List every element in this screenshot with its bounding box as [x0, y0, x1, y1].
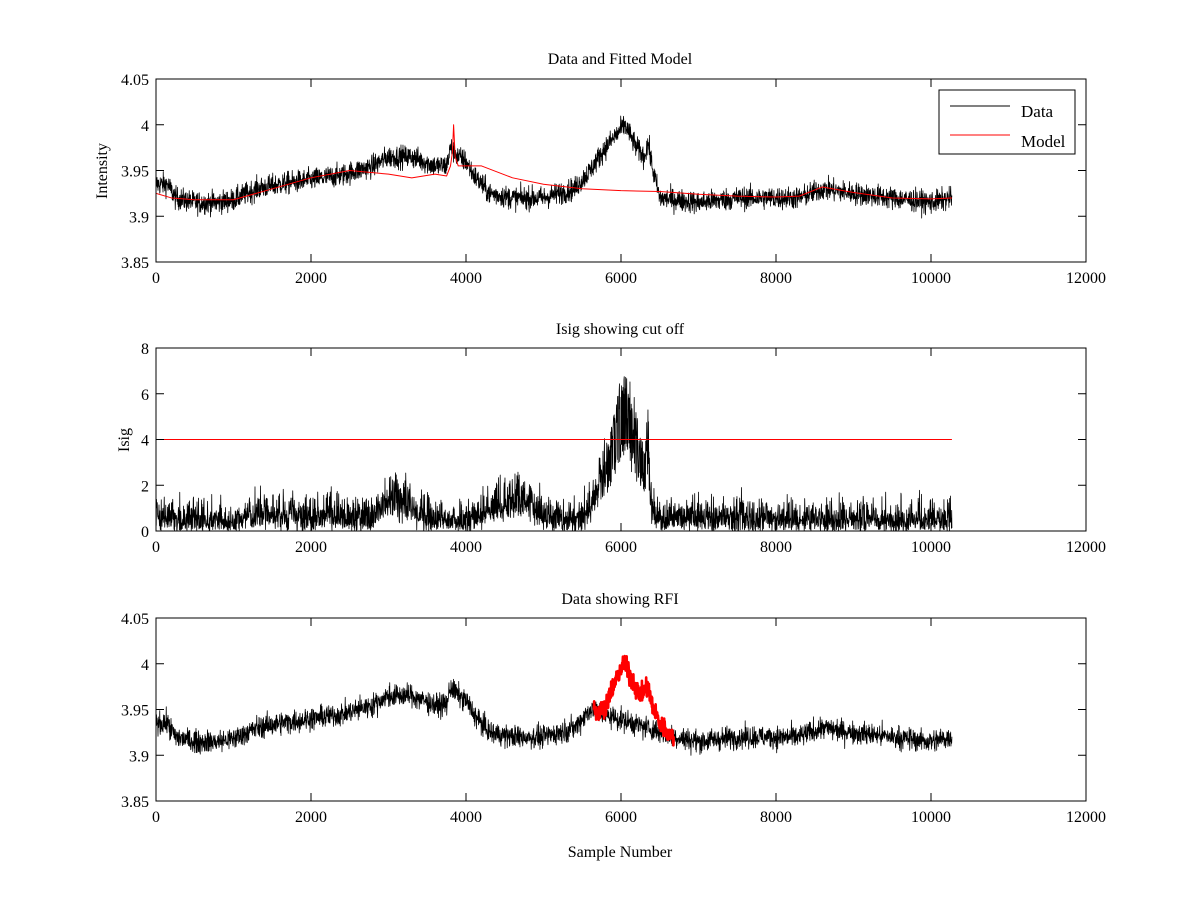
axis-ticks: 0 2000 4000 6000 8000 10000 12000 3.85 3.9 3.95 4 4…: [121, 72, 1106, 287]
x-tick-label: 10000: [911, 809, 951, 826]
x-tick-label: 10000: [911, 539, 951, 556]
y-tick-label: 4: [141, 657, 149, 674]
chart-title: Isig showing cut off: [556, 321, 685, 338]
x-tick-label: 6000: [605, 539, 637, 556]
chart-title: Data and Fitted Model: [548, 51, 693, 68]
y-tick-label: 2: [141, 478, 149, 495]
plot-area: [156, 654, 953, 756]
series-line-data: [156, 115, 953, 219]
y-tick-label: 3.95: [121, 164, 149, 181]
y-tick-label: 6: [141, 387, 149, 404]
x-tick-label: 4000: [450, 539, 482, 556]
x-tick-label: 8000: [760, 539, 792, 556]
series-line-model: [156, 124, 952, 201]
x-tick-label: 2000: [295, 270, 327, 287]
x-tick-label: 2000: [295, 809, 327, 826]
panel-isig-showing-cut-off: Isig showing cut off Isig 0 2000 4000 6000 8…: [116, 321, 1106, 556]
y-tick-label: 0: [141, 524, 149, 541]
x-tick-label: 0: [152, 539, 160, 556]
y-tick-label: 3.95: [121, 703, 149, 720]
x-tick-label: 12000: [1066, 270, 1106, 287]
y-tick-label: 4.05: [121, 611, 149, 628]
x-tick-label: 0: [152, 809, 160, 826]
x-tick-label: 4000: [450, 809, 482, 826]
x-tick-label: 12000: [1066, 539, 1106, 556]
legend-box: [938, 89, 1076, 155]
panel-data-showing-rfi: Data showing RFI Sample Number 0 2000 4000…: [121, 591, 1106, 861]
x-axis-label: Sample Number: [568, 844, 673, 861]
legend-label-data: Data: [1021, 102, 1054, 121]
x-tick-label: 0: [152, 270, 160, 287]
x-tick-label: 4000: [450, 270, 482, 287]
series-line-data: [156, 678, 953, 756]
plot-area: [156, 115, 953, 219]
x-tick-label: 10000: [911, 270, 951, 287]
axis-ticks: 0 2000 4000 6000 8000 10000 12000 0 2 4 6 8: [141, 341, 1106, 556]
y-axis-label: Intensity: [94, 143, 111, 199]
axis-ticks: 0 2000 4000 6000 8000 10000 12000 3.85 3.9 3.95 4 4…: [121, 611, 1106, 826]
legend-label-model: Model: [1021, 132, 1066, 151]
y-tick-label: 4: [141, 433, 149, 450]
series-line-rfi: [592, 654, 675, 747]
panel-data-and-fitted-model: Data and Fitted Model Intensity 0 2000 400…: [94, 51, 1106, 287]
x-tick-label: 6000: [605, 809, 637, 826]
x-tick-label: 8000: [760, 270, 792, 287]
y-tick-label: 8: [141, 341, 149, 358]
y-tick-label: 3.85: [121, 255, 149, 272]
y-axis-label: Isig: [116, 428, 133, 452]
chart-title: Data showing RFI: [561, 591, 678, 608]
legend: Data Model: [938, 89, 1076, 155]
y-tick-label: 3.9: [129, 748, 149, 765]
y-tick-label: 3.85: [121, 794, 149, 811]
y-tick-label: 3.9: [129, 209, 149, 226]
x-tick-label: 8000: [760, 809, 792, 826]
x-tick-label: 12000: [1066, 809, 1106, 826]
x-tick-label: 6000: [605, 270, 637, 287]
y-tick-label: 4.05: [121, 72, 149, 89]
x-tick-label: 2000: [295, 539, 327, 556]
y-tick-label: 4: [141, 118, 149, 135]
